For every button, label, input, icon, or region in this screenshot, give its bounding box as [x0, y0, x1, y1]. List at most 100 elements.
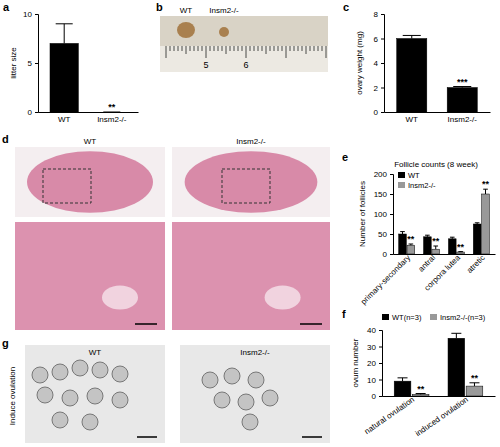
oocyte — [62, 390, 78, 406]
tick-mark — [35, 112, 38, 113]
tick: natural ovulation — [363, 395, 416, 436]
x-axis: primary-secondaryantralcorpora luteaatre… — [359, 253, 496, 307]
error-line — [456, 333, 457, 338]
chart: ********050100150200primary-secondaryant… — [358, 160, 496, 306]
error-bar — [451, 333, 461, 338]
tick-label: 6 — [374, 35, 379, 44]
tick: corpora lutea — [423, 253, 463, 293]
bar — [407, 245, 415, 254]
ruler-tick — [302, 46, 303, 51]
plot-area — [50, 24, 120, 112]
tick-mark — [379, 380, 382, 381]
tick-label: 40 — [367, 326, 376, 335]
tick: 20 — [367, 359, 382, 368]
ruler-tick — [194, 46, 195, 51]
error-bar — [433, 246, 438, 249]
ruler-tick — [170, 46, 171, 51]
bar — [412, 394, 429, 396]
error-bar — [403, 35, 421, 38]
tick: 8 — [374, 10, 384, 19]
legend-swatch — [382, 314, 389, 320]
ruler-tick — [190, 46, 191, 51]
oocyte — [214, 392, 230, 408]
tick: 30 — [367, 343, 382, 352]
tissue — [102, 286, 138, 310]
ruler-tick — [202, 46, 203, 51]
tick-label: atretic — [465, 253, 487, 275]
tick-mark — [390, 214, 393, 215]
tick-mark — [390, 254, 393, 255]
bar — [50, 43, 78, 112]
tick-label: 10 — [367, 376, 376, 385]
axis-line — [385, 112, 491, 113]
ruler-tick — [254, 46, 255, 51]
bar — [399, 234, 407, 254]
ruler-tick — [310, 46, 311, 51]
ruler-label: 6 — [243, 60, 248, 70]
axis-line — [379, 331, 383, 397]
oocyte — [112, 392, 128, 408]
bar — [466, 386, 483, 396]
tick-label: natural ovulation — [363, 395, 416, 436]
tick: 10 — [23, 10, 38, 19]
significance: ** — [482, 179, 490, 189]
ruler-tick — [322, 46, 323, 51]
ruler-tick — [186, 46, 187, 54]
scale-bar — [300, 323, 322, 325]
legend-swatch — [398, 182, 405, 188]
oocyte — [52, 412, 68, 428]
chart: ***02468WTInsm2-/-ovary weight (mg) — [355, 10, 491, 124]
bar — [448, 239, 456, 254]
tick-label: Insm2-/- — [448, 115, 478, 124]
ruler-tick — [262, 46, 263, 51]
error-cap — [451, 333, 461, 334]
y-axis: 02468 — [374, 10, 385, 117]
oocyte — [202, 372, 218, 388]
tick-label: 0 — [372, 392, 377, 401]
tick-label: 10 — [23, 10, 32, 19]
legend-label: WT — [408, 171, 420, 180]
scale-bar — [137, 436, 157, 438]
tick: primary-secondary — [359, 253, 412, 306]
oocyte — [37, 387, 53, 403]
axis-line — [383, 396, 496, 397]
significance: ** — [432, 236, 440, 246]
tick-label: 0 — [374, 108, 379, 117]
tick: 2 — [374, 84, 384, 93]
error-bar — [409, 244, 414, 245]
ruler-tick — [214, 46, 215, 51]
tick: atretic — [465, 253, 487, 275]
ruler-tick — [234, 46, 235, 51]
image-label: WT — [89, 348, 102, 357]
panel-letter: b — [156, 1, 163, 13]
ruler-tick — [246, 46, 247, 58]
tick-label: 2 — [374, 84, 379, 93]
tick-mark — [381, 112, 384, 113]
error-cap — [475, 222, 480, 223]
tick-label: antral — [417, 253, 438, 274]
ovary — [219, 27, 229, 37]
ruler-tick — [178, 46, 179, 51]
error-line — [485, 189, 486, 194]
panel-letter: f — [342, 308, 346, 320]
error-cap — [400, 231, 405, 232]
panel-letter: d — [2, 133, 9, 145]
y-title: ovary weight (mg) — [355, 31, 364, 95]
x-axis: WTInsm2-/- — [385, 112, 491, 124]
significance: ** — [108, 102, 116, 112]
zoom-box — [222, 169, 270, 203]
chart-title: Follicle counts (8 week) — [394, 160, 478, 169]
photo-bg — [25, 345, 165, 443]
tick-label: WT — [58, 115, 71, 124]
ruler-tick — [198, 46, 199, 51]
bar — [482, 194, 490, 254]
error-bar — [398, 378, 408, 381]
axis-line — [39, 112, 139, 113]
error-cap — [425, 235, 430, 236]
bar — [397, 39, 427, 113]
significance: ** — [407, 234, 415, 244]
bar — [457, 252, 465, 254]
tissue — [185, 151, 318, 213]
y-axis: 0 10 20 30 40 — [367, 326, 382, 401]
bar — [448, 338, 465, 396]
